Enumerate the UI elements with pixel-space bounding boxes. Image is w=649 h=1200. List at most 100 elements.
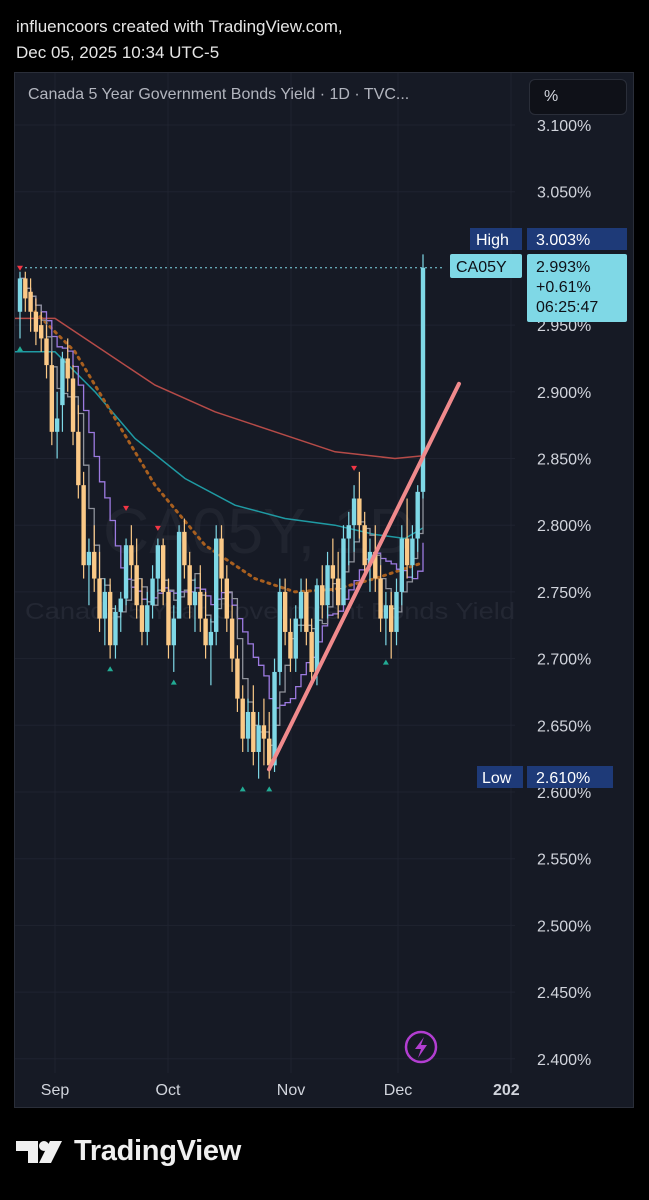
candle-body[interactable] [272, 671, 277, 766]
candle-body[interactable] [309, 631, 314, 672]
candle-body[interactable] [76, 431, 81, 486]
candle-body[interactable] [198, 591, 203, 619]
candle-body[interactable] [367, 551, 373, 566]
candle-body[interactable] [129, 545, 134, 566]
candle-body[interactable] [304, 591, 309, 632]
symbol-label-box [450, 254, 522, 278]
candle-body[interactable] [176, 531, 182, 619]
candles[interactable] [17, 254, 426, 792]
y-axis[interactable]: 3.100% 3.050% 2.950% 2.900% 2.850% 2.800% 2.75… [537, 118, 591, 1069]
candle-body[interactable] [150, 578, 155, 606]
candle-body[interactable] [44, 338, 49, 366]
candle-body[interactable] [192, 591, 198, 606]
candle-body[interactable] [373, 551, 378, 579]
candle-body[interactable] [123, 545, 129, 599]
candle-body[interactable] [420, 267, 426, 492]
low-label-box [477, 766, 523, 788]
candle-body[interactable] [187, 565, 192, 606]
y-tick-label: 2.750% [537, 585, 591, 602]
candle-body[interactable] [70, 378, 76, 432]
candle-body[interactable] [404, 538, 410, 566]
candle-body[interactable] [39, 325, 44, 339]
candle-body[interactable] [267, 738, 272, 766]
candle-body[interactable] [256, 725, 261, 752]
candle-body[interactable] [314, 585, 320, 672]
candle-body[interactable] [23, 278, 28, 299]
candle-body[interactable] [113, 611, 118, 646]
candle-body[interactable] [97, 578, 102, 619]
candle-body[interactable] [160, 545, 166, 592]
candle-body[interactable] [399, 538, 404, 592]
x-tick-label: Dec [384, 1082, 412, 1099]
candle-body[interactable] [261, 725, 267, 739]
candle-body[interactable] [277, 591, 283, 672]
trendline-support[interactable] [267, 381, 461, 772]
candle-body[interactable] [203, 618, 208, 646]
candle-body[interactable] [251, 711, 256, 752]
candle-body[interactable] [351, 498, 357, 526]
swing-marker [17, 265, 23, 271]
candle-body[interactable] [208, 631, 214, 646]
candle-body[interactable] [81, 485, 86, 566]
candle-body[interactable] [229, 618, 235, 659]
candle-body[interactable] [145, 605, 150, 632]
candle-body[interactable] [92, 551, 97, 579]
candle-body[interactable] [330, 565, 336, 579]
candle-body[interactable] [388, 605, 394, 632]
candle-body[interactable] [107, 591, 113, 646]
candle-body[interactable] [134, 565, 139, 606]
candle-body[interactable] [28, 291, 33, 312]
candle-body[interactable] [171, 618, 176, 646]
grid [15, 73, 515, 1073]
bar-countdown: 06:25:47 [536, 299, 598, 316]
author-line: influencoors created with TradingView.co… [16, 17, 343, 36]
swing-marker [123, 505, 130, 511]
candle-body[interactable] [235, 658, 240, 699]
candle-body[interactable] [155, 545, 161, 579]
candle-body[interactable] [33, 311, 39, 332]
candle-body[interactable] [60, 358, 65, 406]
candle-body[interactable] [325, 565, 330, 606]
candle-body[interactable] [362, 525, 367, 566]
candle-body[interactable] [383, 605, 389, 619]
candle-body[interactable] [341, 538, 346, 606]
candle-body[interactable] [166, 591, 171, 646]
trendline[interactable] [267, 381, 461, 772]
x-axis[interactable]: Sep Oct Nov Dec 202 [41, 1082, 520, 1099]
candle-body[interactable] [288, 631, 293, 659]
candle-body[interactable] [182, 531, 187, 566]
y-tick-label: 3.100% [537, 118, 591, 135]
high-value: 3.003% [536, 232, 590, 249]
candlestick-chart[interactable]: CA05Y, 1D Canada 5 Year Government Bonds… [15, 73, 634, 1108]
candle-body[interactable] [86, 551, 92, 566]
candle-body[interactable] [65, 358, 70, 379]
candle-body[interactable] [415, 491, 420, 539]
candle-body[interactable] [224, 578, 230, 619]
candle-body[interactable] [282, 591, 288, 632]
candle-body[interactable] [17, 278, 23, 312]
candle-body[interactable] [118, 598, 123, 612]
candle-body[interactable] [293, 618, 298, 659]
candle-body[interactable] [49, 365, 55, 432]
chart-panel[interactable]: CA05Y, 1D Canada 5 Year Government Bonds… [14, 72, 634, 1108]
percent-scale-button[interactable]: % [529, 79, 627, 115]
candle-body[interactable] [320, 585, 325, 606]
chart-legend-title[interactable]: Canada 5 Year Government Bonds Yield · 1… [28, 86, 410, 103]
candle-body[interactable] [394, 591, 399, 632]
candle-body[interactable] [102, 591, 108, 619]
y-tick-label: 2.900% [537, 385, 591, 402]
lightning-icon[interactable] [404, 1030, 438, 1064]
candle-body[interactable] [139, 605, 145, 632]
candle-body[interactable] [54, 418, 60, 432]
candle-body[interactable] [378, 578, 383, 619]
candle-body[interactable] [240, 698, 245, 739]
candle-body[interactable] [357, 498, 362, 526]
candle-body[interactable] [335, 578, 341, 606]
candle-body[interactable] [219, 538, 224, 579]
candle-body[interactable] [213, 538, 219, 632]
candle-body[interactable] [410, 538, 415, 566]
candle-body[interactable] [245, 711, 251, 739]
candle-body[interactable] [298, 591, 304, 619]
x-tick-label: Oct [156, 1082, 181, 1099]
candle-body[interactable] [346, 525, 351, 539]
